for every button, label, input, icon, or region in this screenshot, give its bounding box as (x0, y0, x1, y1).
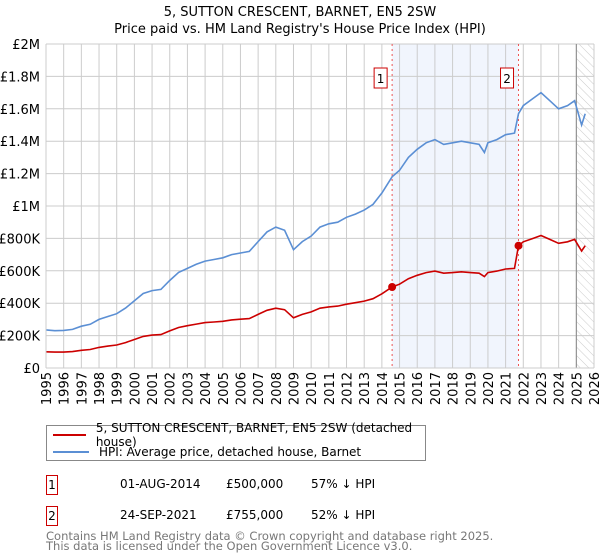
x-tick-label: 2023 (535, 372, 550, 405)
x-tick-label: 2025 (570, 372, 585, 405)
x-tick-label: 1998 (93, 372, 108, 405)
x-tick-label: 2003 (181, 372, 196, 405)
sale-row: 2 24-SEP-2021 £755,000 52% ↓ HPI (46, 506, 446, 526)
legend-swatch-blue (53, 451, 89, 453)
x-tick-label: 2020 (482, 372, 497, 405)
sale-hpi-diff: 57% ↓ HPI (311, 477, 376, 491)
x-tick-label: 1995 (40, 372, 55, 405)
x-tick-label: 2024 (553, 372, 568, 405)
sale-label-box (500, 67, 515, 89)
sale-row: 1 01-AUG-2014 £500,000 57% ↓ HPI (46, 475, 446, 495)
y-tick-label: £2M (12, 38, 40, 53)
x-tick-label: 2011 (323, 372, 338, 405)
x-tick-label: 2021 (500, 372, 515, 405)
x-tick-label: 2015 (394, 372, 409, 405)
y-tick-label: £1.6M (0, 103, 40, 118)
sale-marker: 1 (46, 475, 58, 495)
sale-label: 1 (377, 72, 385, 86)
x-tick-label: 2000 (128, 372, 143, 405)
hpi-line (45, 91, 586, 332)
legend-swatch-red (53, 434, 86, 436)
y-tick-label: £1.4M (0, 135, 40, 150)
legend-item-property: 5, SUTTON CRESCENT, BARNET, EN5 2SW (det… (53, 421, 425, 449)
legend-label: HPI: Average price, detached house, Barn… (99, 445, 362, 459)
chart-title: 5, SUTTON CRESCENT, BARNET, EN5 2SW (164, 5, 437, 20)
footer-copyright: Contains HM Land Registry data © Crown c… (46, 529, 494, 543)
x-tick-label: 2018 (447, 372, 462, 405)
y-tick-label: £800K (0, 232, 40, 247)
sale-price: £500,000 (226, 477, 284, 491)
x-tick-label: 2026 (588, 372, 600, 405)
sale-point (514, 241, 523, 250)
y-tick-label: £200K (0, 330, 40, 345)
price-chart: 5, SUTTON CRESCENT, BARNET, EN5 2SW Pric… (0, 5, 600, 405)
sale-label-box (373, 67, 388, 89)
x-tick-label: 2016 (411, 372, 426, 405)
sale-date: 01-AUG-2014 (120, 477, 201, 491)
x-tick-label: 1996 (58, 372, 73, 405)
x-tick-label: 2009 (287, 372, 302, 405)
x-tick-label: 2004 (199, 372, 214, 405)
x-tick-label: 1997 (75, 372, 90, 405)
sale-point (388, 283, 397, 291)
x-tick-label: 1999 (111, 372, 126, 405)
y-tick-label: £400K (0, 297, 40, 312)
x-tick-label: 2022 (517, 372, 532, 405)
y-tick-label: £1.2M (0, 168, 40, 183)
x-tick-label: 2005 (217, 372, 232, 405)
x-tick-label: 2006 (234, 372, 249, 405)
x-tick-label: 2019 (464, 372, 479, 405)
sale-date: 24-SEP-2021 (120, 508, 197, 522)
x-tick-label: 2001 (146, 372, 161, 405)
sale-price: £755,000 (226, 508, 284, 522)
x-tick-label: 2008 (270, 372, 285, 405)
y-tick-label: £1M (12, 200, 40, 215)
x-tick-label: 2007 (252, 372, 267, 405)
footer-licence: This data is licensed under the Open Gov… (46, 539, 413, 553)
y-tick-label: £1.8M (0, 70, 40, 85)
x-tick-label: 2017 (429, 372, 444, 405)
property-price-line (45, 234, 586, 353)
x-tick-label: 2010 (305, 372, 320, 405)
x-tick-label: 2002 (164, 372, 179, 405)
footer: Contains HM Land Registry data © Crown c… (46, 529, 494, 553)
x-tick-label: 2012 (341, 372, 356, 405)
legend-item-hpi: HPI: Average price, detached house, Barn… (53, 444, 361, 460)
chart-subtitle: Price paid vs. HM Land Registry's House … (114, 22, 486, 37)
sale-hpi-diff: 52% ↓ HPI (311, 508, 376, 522)
sale-marker: 2 (46, 506, 58, 526)
x-tick-label: 2014 (376, 372, 391, 405)
sale-label: 2 (503, 72, 511, 86)
y-tick-label: £600K (0, 265, 40, 280)
y-tick-label: £0 (23, 362, 40, 377)
x-tick-label: 2013 (358, 372, 373, 405)
legend-label: 5, SUTTON CRESCENT, BARNET, EN5 2SW (det… (95, 421, 413, 449)
legend: 5, SUTTON CRESCENT, BARNET, EN5 2SW (det… (46, 421, 426, 461)
